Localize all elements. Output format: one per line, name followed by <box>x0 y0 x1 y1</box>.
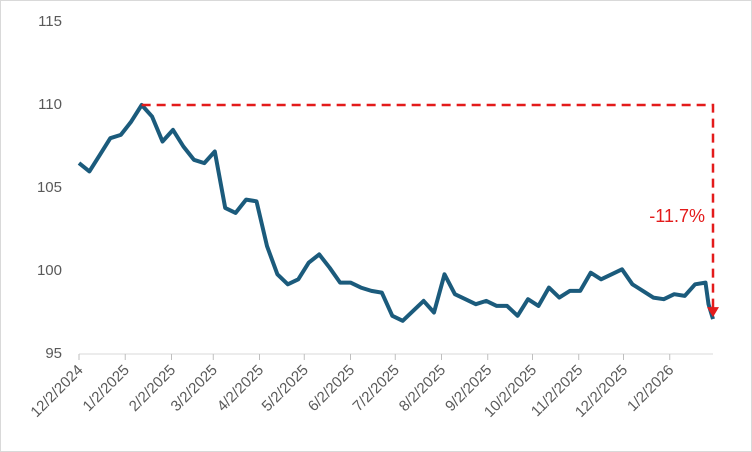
y-tick-label: 115 <box>38 13 62 30</box>
drawdown-arrow <box>707 307 719 318</box>
y-tick-label: 95 <box>45 345 62 362</box>
y-tick-label: 110 <box>38 96 62 113</box>
annotation: -11.7% <box>649 206 705 226</box>
y-tick-label: 100 <box>37 262 62 279</box>
line-series <box>77 103 715 323</box>
y-tick-label: 105 <box>37 179 62 196</box>
drawdown-line <box>141 103 715 310</box>
